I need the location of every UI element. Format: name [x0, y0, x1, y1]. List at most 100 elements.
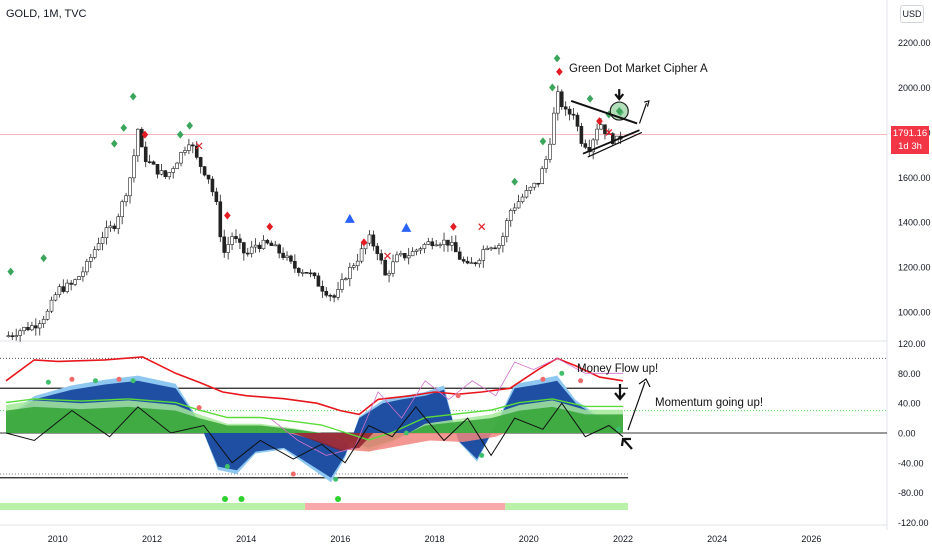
symbol-label[interactable]: GOLD, 1M, TVC [6, 8, 87, 20]
osc-signal-dot [224, 464, 230, 470]
osc-signal-dot [116, 376, 122, 382]
candle-body [242, 242, 246, 254]
candle-body [132, 155, 136, 179]
candle-body [139, 128, 144, 148]
candle-body [198, 157, 203, 167]
candle-body [556, 91, 560, 114]
candle-body [348, 267, 352, 279]
candle-body [104, 227, 109, 239]
axes-group: 1000.001200.001400.001600.001800.002000.… [48, 38, 931, 544]
currency-button[interactable]: USD [900, 5, 924, 23]
candle-body [493, 247, 497, 250]
candle-body [183, 150, 187, 153]
red-diamond-signal [141, 130, 149, 139]
candle-body [30, 325, 34, 331]
candle-body [520, 196, 525, 203]
candle-body [434, 244, 438, 247]
candle-body [524, 190, 529, 198]
price-tag: 1791.16 1d 3h [891, 126, 929, 154]
osc-corner-arrow [620, 437, 633, 450]
candle-body [450, 242, 454, 246]
price-tick-label: 1600.00 [898, 173, 931, 183]
candle-body [22, 326, 26, 332]
candle-body [599, 124, 603, 130]
candle-body [100, 237, 105, 244]
osc-signal-dot [69, 376, 75, 382]
candle-body [461, 259, 466, 262]
price-tick-label: 1000.00 [898, 308, 931, 318]
green-diamond-signal [176, 130, 184, 139]
candle-body [603, 124, 607, 134]
candle-body [69, 282, 73, 285]
osc-signal-dot [196, 405, 202, 411]
candle-body [595, 128, 599, 141]
candle-body [49, 299, 54, 312]
candle-body [128, 177, 132, 197]
candle-body [289, 255, 293, 262]
candle-body [300, 272, 305, 274]
candle-body [336, 289, 340, 298]
osc-signal-dot [479, 452, 485, 458]
candle-body [308, 272, 313, 275]
candle-body [387, 273, 391, 276]
candle-body [96, 243, 101, 251]
green-diamond-signal [553, 54, 561, 63]
candle-body [304, 272, 309, 274]
candle-body [579, 126, 584, 144]
green-dot-marker [238, 496, 245, 502]
candle-body [442, 239, 446, 246]
candle-body [261, 239, 266, 249]
candle-body [147, 161, 152, 163]
candle-body [340, 279, 344, 290]
candle-body [312, 272, 317, 277]
candle-body [26, 326, 30, 331]
green-diamond-signal [120, 123, 128, 132]
candle-body [371, 234, 376, 247]
candle-body [14, 335, 18, 337]
candle-body [88, 257, 93, 262]
candle-body [65, 282, 70, 292]
candle-body [410, 251, 415, 257]
osc-tick-label: -40.00 [898, 458, 924, 468]
candle-body [559, 91, 564, 108]
candle-body [53, 294, 58, 301]
candle-body [540, 168, 544, 185]
drawings-group: Green Dot Market Cipher A Money Flow up! M… [569, 63, 763, 450]
price-tick-label: 1200.00 [898, 263, 931, 273]
osc-signal-dot [540, 376, 546, 382]
candle-body [351, 265, 356, 268]
breakout-arrow-line [638, 103, 648, 124]
candle-body [316, 275, 321, 287]
candle-body [202, 166, 207, 176]
candle-body [548, 143, 552, 160]
candle-body [552, 112, 556, 145]
time-tick-label: 2018 [425, 534, 445, 544]
candle-body [324, 290, 329, 296]
candle-body [77, 276, 81, 280]
oscillator-fills [5, 375, 624, 483]
candle-body [167, 172, 172, 178]
green-diamond-signal [615, 107, 623, 116]
candle-body [238, 238, 242, 243]
candle-body [253, 244, 258, 248]
candle-body [136, 128, 140, 157]
candle-body [245, 252, 250, 255]
green-dot-marker [222, 496, 229, 502]
price-tick-label: 2000.00 [898, 83, 931, 93]
candle-body [563, 106, 568, 110]
candle-body [218, 201, 223, 238]
candle-body [265, 239, 270, 244]
rsi-line [269, 357, 623, 456]
candle-body [505, 220, 509, 237]
candle-body [61, 286, 66, 292]
red-diamond-signal [360, 238, 368, 247]
candle-body [293, 261, 297, 269]
osc-signal-dot [615, 426, 621, 432]
candle-body [375, 245, 380, 254]
candle-body [214, 191, 219, 203]
candle-body [489, 247, 493, 250]
osc-signal-dot [559, 370, 565, 376]
candle-body [501, 236, 505, 246]
candle-body [226, 244, 230, 253]
